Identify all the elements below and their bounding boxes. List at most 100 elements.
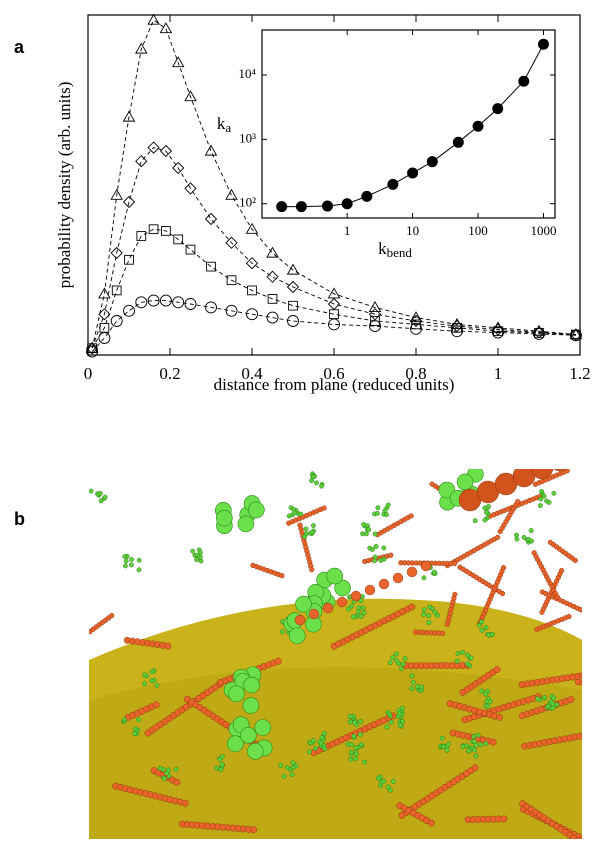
bead (572, 557, 578, 564)
large-bead (240, 727, 257, 744)
cluster-bead (358, 598, 364, 604)
bead (512, 469, 536, 488)
bead (566, 613, 572, 620)
cluster-bead (358, 742, 364, 748)
large-bead (334, 579, 351, 597)
cluster-bead (194, 552, 200, 558)
cluster-bead (479, 628, 485, 633)
cluster-bead (400, 719, 405, 724)
cluster-bead (421, 607, 427, 613)
bead (406, 566, 418, 578)
cluster-bead (400, 705, 405, 711)
cluster-bead (398, 666, 404, 672)
bead (408, 513, 414, 519)
cluster-bead (426, 620, 432, 625)
marker (85, 342, 99, 355)
label-base: k (378, 239, 387, 258)
bead (427, 819, 435, 827)
bead (164, 642, 172, 650)
bead (274, 657, 282, 665)
cluster-bead (353, 751, 359, 757)
cluster-bead (486, 503, 491, 509)
x-tick-label: 0 (84, 364, 93, 383)
cluster-bead (214, 765, 219, 771)
x-tick-label: 0.2 (159, 364, 180, 383)
marker (267, 294, 278, 304)
cluster-bead (307, 749, 312, 755)
large-bead (254, 719, 272, 736)
cluster-bead (348, 749, 354, 755)
cluster-bead (471, 738, 477, 744)
cluster-bead (142, 672, 147, 678)
marker (361, 190, 373, 202)
cluster-bead (384, 512, 389, 518)
bead (392, 572, 404, 584)
bead (493, 666, 501, 674)
bead (578, 607, 582, 613)
cluster-bead (136, 567, 142, 573)
x-tick-label: 1 (344, 223, 351, 238)
cluster-bead (479, 619, 485, 625)
marker (295, 201, 307, 213)
cluster-bead (292, 510, 297, 516)
cluster-bead (381, 778, 387, 784)
cluster-bead (529, 538, 534, 544)
series-line (281, 44, 544, 208)
cluster-bead (435, 613, 440, 618)
cluster-bead (542, 695, 547, 701)
cluster-bead (473, 753, 479, 759)
marker (569, 328, 583, 341)
label-sub: a (225, 120, 231, 135)
cluster-bead (129, 557, 135, 562)
cluster-bead (361, 610, 367, 616)
marker (368, 308, 382, 321)
cluster-bead (289, 772, 295, 778)
bead (451, 560, 458, 567)
cluster-bead (427, 604, 433, 610)
y-tick-label: 10⁴ (238, 66, 256, 81)
y-tick-label: 10³ (239, 130, 256, 145)
marker (329, 309, 339, 320)
cluster-bead (551, 695, 557, 701)
cluster-bead (528, 528, 534, 533)
cluster-bead (521, 535, 527, 540)
marker (286, 280, 300, 294)
cluster-bead (373, 544, 379, 549)
large-bead (228, 685, 245, 703)
marker (451, 325, 463, 338)
marker (110, 315, 123, 327)
cluster-bead (173, 766, 179, 772)
cluster-bead (136, 717, 141, 723)
marker (537, 38, 549, 50)
bead (308, 608, 320, 620)
cluster-bead (302, 534, 308, 540)
cluster-bead (370, 547, 375, 552)
cluster-bead (400, 661, 406, 667)
cluster-bead (122, 717, 127, 722)
membrane-shade (89, 667, 582, 839)
large-bead (438, 481, 456, 499)
marker (452, 136, 464, 148)
cluster-bead (318, 740, 324, 746)
bead (321, 505, 327, 511)
marker (226, 275, 237, 286)
bead (496, 713, 503, 721)
marker (171, 56, 185, 68)
marker (98, 308, 111, 321)
cluster-bead (551, 490, 557, 496)
y-tick-label: 10² (239, 195, 256, 210)
marker (266, 246, 279, 258)
marker (246, 308, 258, 321)
marker (98, 332, 111, 344)
cluster-bead (358, 613, 364, 619)
inset-x-axis-title: kbend (378, 239, 412, 260)
bead (581, 609, 582, 613)
series-line (91, 300, 576, 352)
cluster-bead (432, 609, 438, 615)
cluster-bead (390, 655, 396, 660)
cluster-bead (387, 660, 393, 666)
cluster-bead (303, 526, 309, 532)
x-tick-label: 1.2 (569, 364, 590, 383)
bead (489, 738, 497, 746)
large-bead (326, 567, 343, 585)
